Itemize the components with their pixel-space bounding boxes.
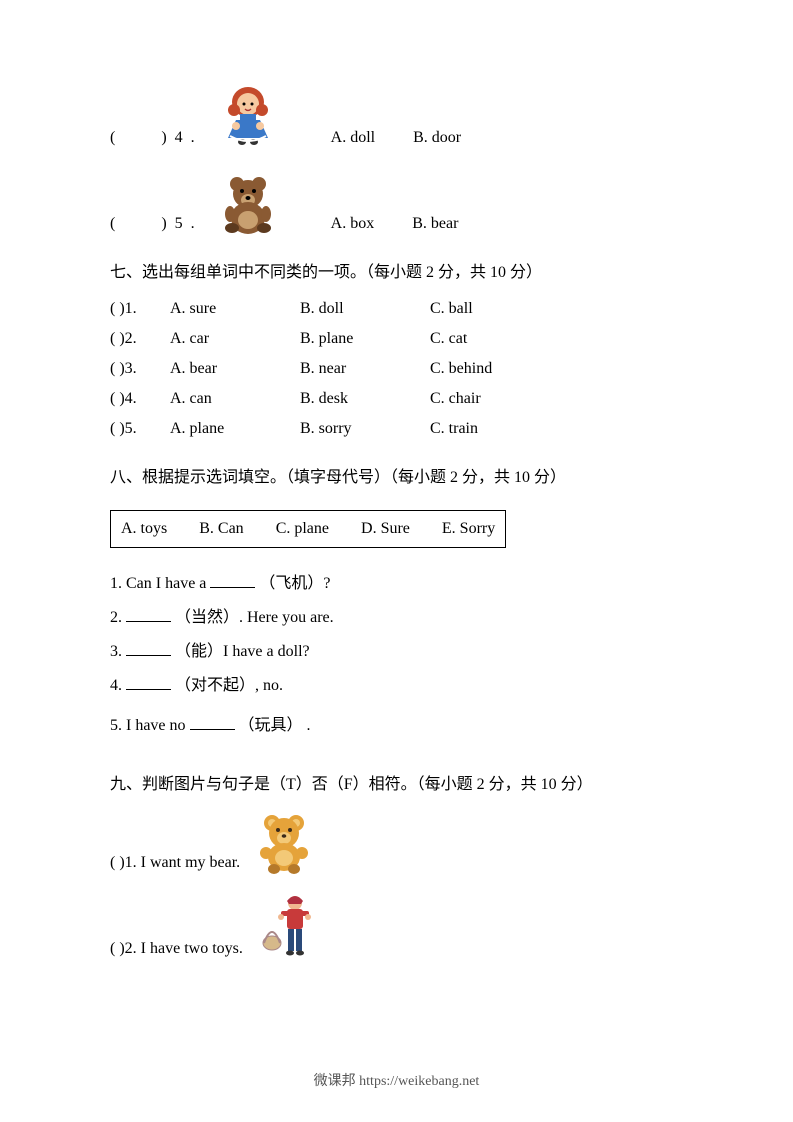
q-number: 4 bbox=[175, 126, 183, 150]
word-bank-item: A. toys bbox=[121, 520, 167, 537]
fill-item: 1. Can I have a （飞机）? bbox=[110, 572, 683, 596]
section-8-items: 1. Can I have a （飞机）? 2. （当然）. Here you … bbox=[110, 572, 683, 738]
page-footer: 微课邦 https://weikebang.net bbox=[0, 1071, 793, 1092]
tf-item-1: ( )1. I want my bear. bbox=[110, 811, 683, 875]
mc-item: ( )3.A. bearB. nearC. behind bbox=[110, 357, 683, 381]
option-b: B. bear bbox=[412, 212, 458, 236]
teddy-icon bbox=[244, 811, 324, 875]
section-7-title: 七、选出每组单词中不同类的一项。（每小题 2 分，共 10 分） bbox=[110, 261, 683, 285]
word-bank-item: B. Can bbox=[199, 520, 243, 537]
section-9-title: 九、判断图片与句子是（T）否（F）相符。（每小题 2 分，共 10 分） bbox=[110, 773, 683, 797]
tf-pre[interactable]: ( )1. bbox=[110, 851, 137, 875]
word-bank-box: A. toys B. Can C. plane D. Sure E. Sorry bbox=[110, 510, 506, 548]
option-a: A. doll bbox=[331, 126, 375, 150]
word-bank-item: C. plane bbox=[276, 520, 329, 537]
mc-item: ( )5.A. planeB. sorryC. train bbox=[110, 417, 683, 441]
paren-open: ( bbox=[110, 212, 115, 236]
mc-item: ( )2.A. carB. planeC. cat bbox=[110, 327, 683, 351]
fill-item: 2. （当然）. Here you are. bbox=[110, 606, 683, 630]
fill-item: 5. I have no （玩具） . bbox=[110, 714, 683, 738]
doll-icon bbox=[203, 80, 293, 150]
fill-blank[interactable] bbox=[126, 640, 171, 656]
paren-open: ( bbox=[110, 126, 115, 150]
pic-question-4: ( ) 4. A. doll B. door bbox=[110, 80, 683, 150]
option-a: A. box bbox=[331, 212, 375, 236]
tf-item-2: ( )2. I have two toys. bbox=[110, 889, 683, 961]
fill-blank[interactable] bbox=[190, 714, 235, 730]
boy-basket-icon bbox=[247, 889, 327, 961]
section-7-items: ( )1.A. sureB. dollC. ball ( )2.A. carB.… bbox=[110, 297, 683, 441]
paren-close: ) bbox=[161, 126, 166, 150]
mc-item: ( )1.A. sureB. dollC. ball bbox=[110, 297, 683, 321]
word-bank-item: D. Sure bbox=[361, 520, 410, 537]
tf-pre[interactable]: ( )2. bbox=[110, 937, 137, 961]
section-8-title: 八、根据提示选词填空。（填字母代号）（每小题 2 分，共 10 分） bbox=[110, 466, 683, 490]
word-bank-item: E. Sorry bbox=[442, 520, 495, 537]
q-number: 5 bbox=[175, 212, 183, 236]
fill-blank[interactable] bbox=[126, 606, 171, 622]
tf-text: I have two toys. bbox=[141, 937, 243, 961]
fill-item: 4. （对不起）, no. bbox=[110, 674, 683, 698]
paren-close: ) bbox=[161, 212, 166, 236]
fill-blank[interactable] bbox=[126, 674, 171, 690]
fill-item: 3. （能）I have a doll? bbox=[110, 640, 683, 664]
fill-blank[interactable] bbox=[210, 572, 255, 588]
option-b: B. door bbox=[413, 126, 461, 150]
bear-icon bbox=[203, 170, 293, 236]
tf-text: I want my bear. bbox=[141, 851, 241, 875]
pic-question-5: ( ) 5. A. box B. bear bbox=[110, 170, 683, 236]
mc-item: ( )4.A. canB. deskC. chair bbox=[110, 387, 683, 411]
